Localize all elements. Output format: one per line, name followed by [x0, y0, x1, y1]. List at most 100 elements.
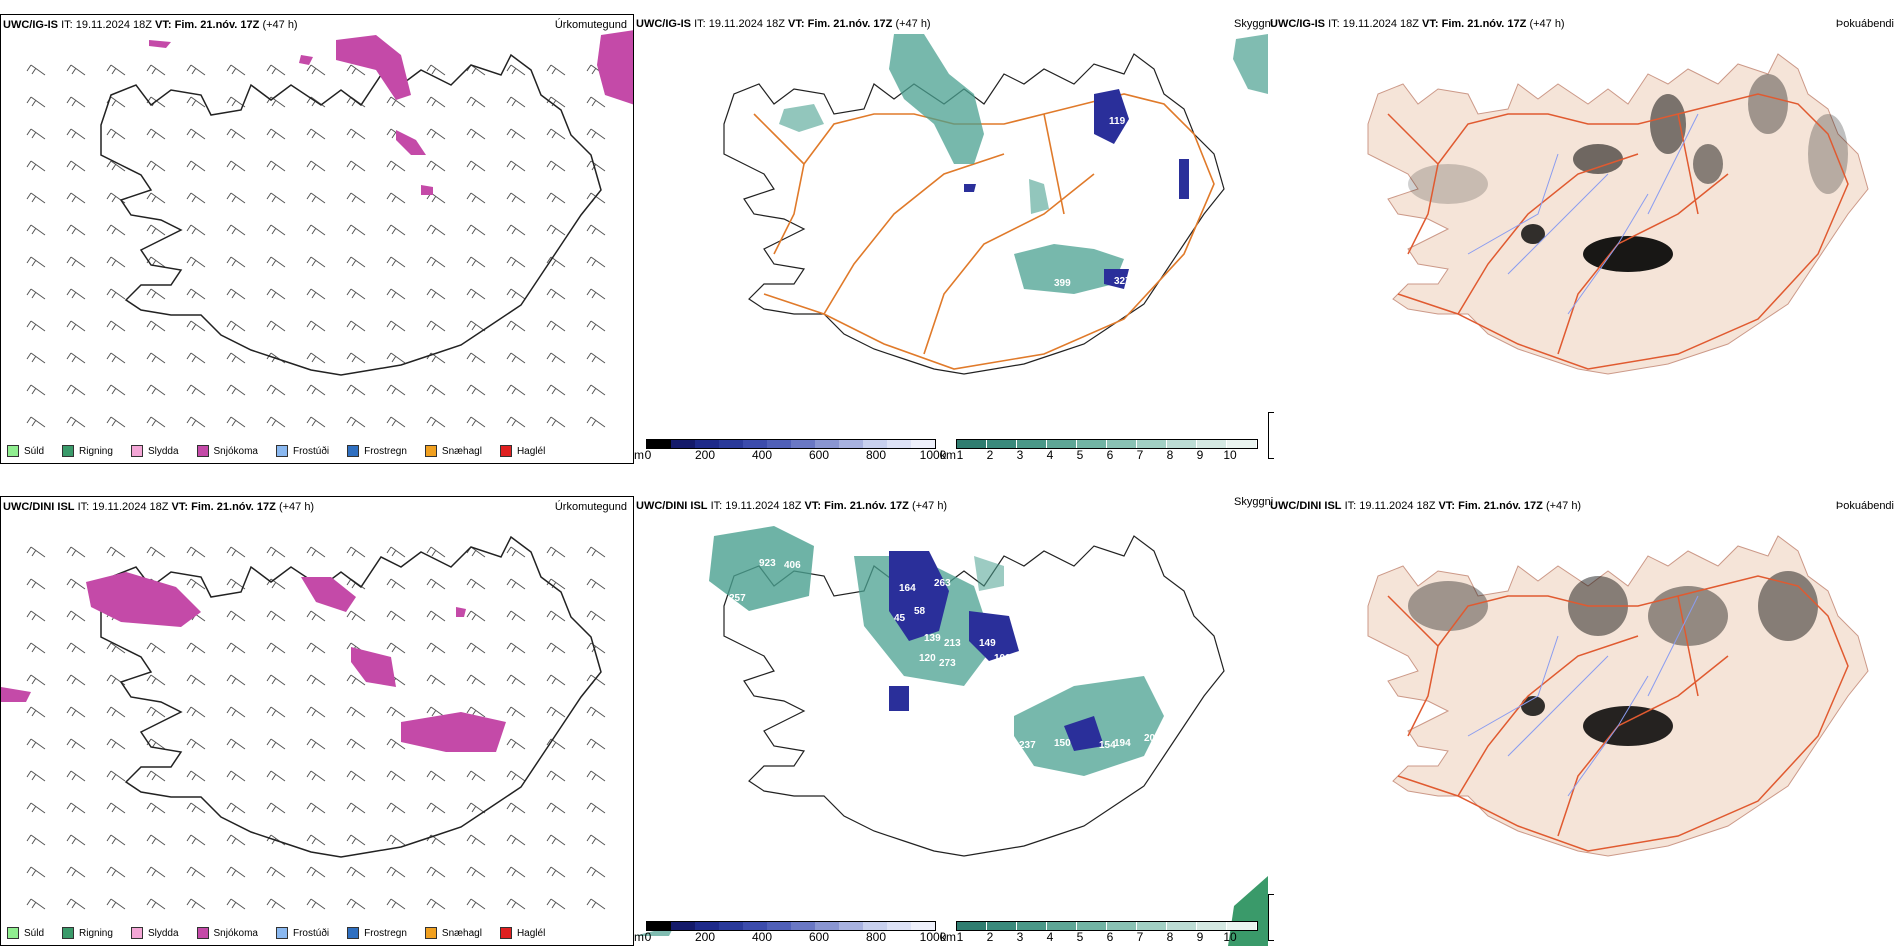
low-visibility-area — [1233, 34, 1268, 94]
wind-barb — [306, 610, 326, 622]
wind-barb — [506, 578, 526, 590]
wind-barb — [226, 384, 246, 396]
road-line — [1457, 153, 1639, 315]
wind-barb — [186, 578, 206, 590]
legend-swatch — [130, 445, 143, 457]
colorbar-tick: 800 — [865, 930, 887, 944]
wind-barb — [306, 416, 326, 428]
precip-legend-item: Súld — [7, 927, 44, 939]
wind-barb — [546, 546, 566, 558]
wind-barb — [306, 192, 326, 204]
colorbar-tick: 10 — [1223, 930, 1237, 944]
wind-barb — [346, 610, 366, 622]
vis-value-label: 45 — [894, 613, 906, 624]
wind-barb — [546, 834, 566, 846]
snow-area — [1, 687, 31, 702]
iceland-precip-map — [1, 535, 606, 910]
wind-barb — [266, 706, 286, 718]
cloud-legend: 0 60 — [1268, 894, 1274, 941]
wind-barb — [186, 384, 206, 396]
wind-barb — [306, 834, 326, 846]
wind-barb — [186, 834, 206, 846]
vis-value-label: 399 — [1054, 278, 1071, 289]
colorbar-tick: 7 — [1136, 930, 1144, 944]
wind-barb — [186, 160, 206, 172]
wind-barb — [266, 320, 286, 332]
wind-barb — [106, 224, 126, 236]
wind-barb — [26, 898, 46, 910]
wind-barb — [186, 866, 206, 878]
wind-barb — [226, 706, 246, 718]
wind-barb — [106, 642, 126, 654]
wind-barb — [506, 642, 526, 654]
wind-barb — [146, 160, 166, 172]
wind-barb — [386, 192, 406, 204]
snow-area — [301, 577, 356, 612]
wind-barb — [426, 64, 446, 76]
low-visibility-area — [709, 526, 814, 611]
wind-barb — [426, 96, 446, 108]
vis-value-label: 149 — [979, 638, 996, 649]
legend-swatch — [275, 927, 288, 939]
road-line — [1677, 113, 1699, 215]
wind-barb — [26, 866, 46, 878]
wind-barb — [146, 384, 166, 396]
vis-value-label: 194 — [1114, 738, 1131, 749]
wind-barb — [66, 578, 86, 590]
wind-barb — [386, 610, 406, 622]
visibility-panel-bottom: UWC/DINI ISL IT: 19.11.2024 18Z VT: Fim.… — [634, 496, 1274, 946]
wind-barb — [146, 320, 166, 332]
wind-barb — [226, 834, 246, 846]
low-cloud-area — [964, 184, 976, 192]
wind-barb — [386, 224, 406, 236]
wind-barb — [26, 802, 46, 814]
snow-area — [149, 40, 171, 48]
wind-barb — [26, 546, 46, 558]
wind-barb — [146, 898, 166, 910]
wind-barb — [26, 738, 46, 750]
vis-value-label: 95 — [1174, 638, 1186, 649]
low-visibility-area — [1029, 179, 1049, 214]
legend-swatch — [7, 445, 19, 457]
legend-label: Slydda — [147, 927, 179, 939]
colorbar-tick: 6 — [1106, 930, 1114, 944]
wind-barb — [66, 416, 86, 428]
wind-barb — [226, 546, 246, 558]
vis-value-label: 237 — [1019, 740, 1036, 751]
wind-barb — [266, 160, 286, 172]
fog-shading — [1408, 74, 1848, 272]
wind-barb — [546, 706, 566, 718]
legend-label: Rigning — [79, 445, 113, 457]
vis-value-label: 150 — [1054, 738, 1071, 749]
wind-barb — [306, 320, 326, 332]
wind-barb — [466, 160, 486, 172]
wind-barb — [426, 416, 446, 428]
wind-barb — [226, 128, 246, 140]
wind-barb — [426, 866, 446, 878]
wind-barb — [466, 898, 486, 910]
wind-barb — [506, 834, 526, 846]
precip-legend-item: Snjókoma — [196, 445, 258, 457]
wind-barb — [106, 706, 126, 718]
wind-barb — [546, 256, 566, 268]
vis-value-label: 58 — [914, 606, 926, 617]
wind-barb — [346, 770, 366, 782]
wind-barb — [106, 288, 126, 300]
wind-barb — [66, 128, 86, 140]
colorbar-m-cells — [646, 921, 936, 931]
wind-barb — [346, 64, 366, 76]
wind-barb — [546, 898, 566, 910]
wind-barb — [106, 384, 126, 396]
wind-barb — [386, 546, 406, 558]
wind-barb — [106, 64, 126, 76]
wind-barb — [466, 802, 486, 814]
wind-barb — [386, 642, 406, 654]
wind-barb — [146, 224, 166, 236]
wind-barb — [226, 674, 246, 686]
wind-barb — [426, 642, 446, 654]
wind-barb — [186, 706, 206, 718]
wind-barb — [506, 738, 526, 750]
precip-type-legend: Súld Rigning Slydda Snjókoma Frostúði Frostre… — [7, 927, 545, 939]
wind-barb — [306, 352, 326, 364]
panel-header: UWC/DINI ISL IT: 19.11.2024 18Z VT: Fim.… — [636, 500, 948, 512]
